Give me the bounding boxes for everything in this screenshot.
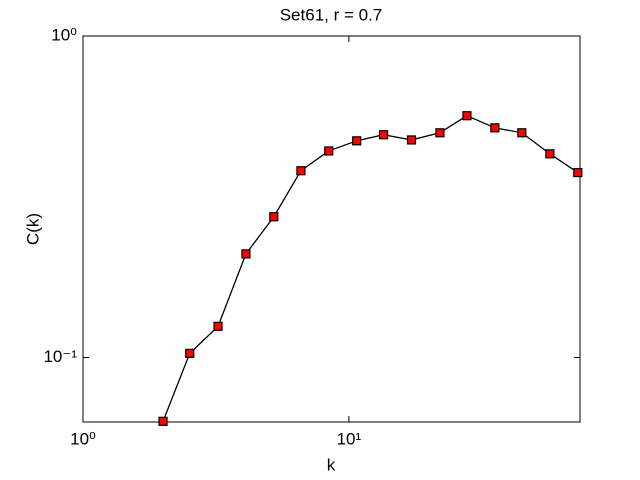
chart-title: Set61, r = 0.7 bbox=[280, 5, 383, 24]
x-tick-label: 10⁰ bbox=[70, 429, 96, 448]
data-point bbox=[269, 212, 279, 222]
y-tick-label: 10⁻¹ bbox=[43, 347, 77, 366]
data-point bbox=[573, 167, 583, 178]
y-tick-label: 10⁰ bbox=[51, 25, 77, 44]
y-axis-label: C(k) bbox=[23, 213, 42, 245]
data-point bbox=[185, 348, 195, 358]
data-point bbox=[213, 321, 223, 331]
data-point bbox=[296, 166, 306, 176]
data-point bbox=[241, 249, 251, 259]
data-point bbox=[462, 111, 472, 121]
data-point bbox=[435, 128, 445, 138]
data-point bbox=[406, 135, 417, 145]
data-point bbox=[352, 136, 362, 146]
data-point bbox=[490, 123, 500, 133]
plot-area bbox=[82, 35, 581, 423]
series-line bbox=[162, 114, 579, 422]
data-point bbox=[545, 149, 555, 159]
data-point bbox=[324, 146, 334, 156]
x-axis-label: k bbox=[327, 455, 336, 474]
data-point bbox=[158, 416, 168, 426]
data-point bbox=[517, 128, 527, 138]
data-point bbox=[378, 130, 389, 140]
x-tick-label: 10¹ bbox=[337, 429, 362, 448]
